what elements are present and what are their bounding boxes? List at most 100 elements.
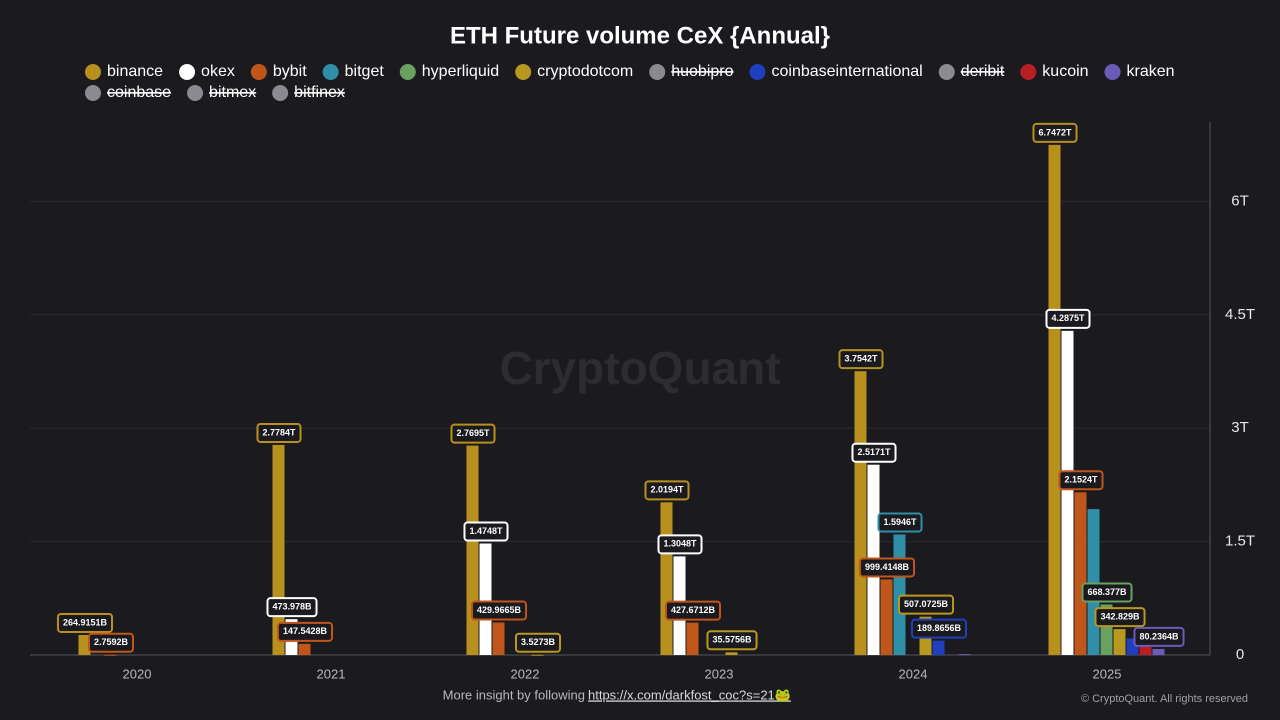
value-label-box	[56, 612, 114, 633]
legend-label: kraken	[1127, 63, 1175, 80]
footer-text: More insight by following	[443, 687, 585, 702]
value-label-text: 264.9151B	[63, 617, 108, 627]
value-label: 668.377B	[1081, 582, 1133, 603]
bar	[932, 640, 945, 655]
value-label: 3.7542T	[838, 349, 884, 370]
value-label: 2.7784T	[256, 422, 302, 443]
legend-label: bybit	[273, 63, 307, 80]
value-label: 342.829B	[1094, 607, 1146, 628]
value-label-text: 3.7542T	[844, 354, 878, 364]
value-label-box	[910, 618, 968, 639]
legend-swatch	[1020, 64, 1037, 80]
value-label-text: 2.7784T	[262, 427, 296, 437]
legend-swatch	[399, 64, 416, 80]
value-label: 3.5273B	[514, 632, 562, 653]
bar	[660, 502, 673, 655]
value-label-text: 668.377B	[1087, 587, 1127, 597]
bar	[880, 579, 893, 655]
value-label-box	[838, 349, 884, 370]
value-label-box	[897, 594, 955, 615]
value-label-box	[514, 632, 562, 653]
bar	[78, 634, 91, 655]
value-label-text: 1.3048T	[663, 539, 697, 549]
value-label-box	[1045, 308, 1091, 329]
bar	[1113, 629, 1126, 655]
y-tick-label: 6T	[1231, 192, 1249, 209]
chart-title: ETH Future volume CeX {Annual}	[450, 22, 830, 49]
value-label-box	[851, 442, 897, 463]
value-label: 2.7592B	[87, 632, 135, 653]
legend-label: hyperliquid	[422, 63, 499, 80]
x-tick-label: 2025	[1093, 666, 1122, 681]
value-label: 1.4748T	[463, 521, 509, 542]
value-label-text: 4.2875T	[1051, 313, 1085, 323]
legend-swatch	[1104, 64, 1121, 80]
value-label-text: 2.7695T	[456, 428, 490, 438]
legend-swatch	[187, 85, 204, 101]
legend-swatch	[938, 64, 955, 80]
y-tick-label: 1.5T	[1225, 533, 1255, 550]
value-label: 6.7472T	[1032, 122, 1078, 143]
x-tick-label: 2023	[705, 666, 734, 681]
footer-link[interactable]: https://x.com/darkfost_coc?s=21🐸	[588, 687, 791, 702]
value-label-text: 473.978B	[272, 602, 312, 612]
value-label-text: 189.8656B	[917, 623, 962, 633]
value-label-text: 429.9665B	[477, 605, 522, 615]
legend-label: okex	[201, 63, 235, 80]
legend-label: bitfinex	[294, 84, 345, 101]
legend-label: coinbaseinternational	[772, 63, 923, 80]
legend-label: bitget	[345, 63, 385, 80]
bar	[479, 543, 492, 655]
legend-swatch	[85, 85, 101, 101]
watermark: CryptoQuant	[499, 342, 780, 394]
value-label-text: 35.5756B	[712, 635, 752, 645]
value-label-text: 2.1524T	[1064, 475, 1098, 485]
value-label: 147.5428B	[276, 621, 334, 642]
value-label-box	[877, 512, 923, 533]
value-label: 427.6712B	[664, 600, 722, 621]
value-label-box	[470, 600, 528, 621]
legend-swatch	[515, 64, 532, 80]
bar	[1074, 492, 1087, 655]
legend-swatch	[179, 64, 196, 80]
value-label-text: 342.829B	[1100, 611, 1140, 621]
bar	[958, 654, 971, 656]
bar	[104, 654, 117, 656]
value-label-box	[1094, 607, 1146, 628]
value-label: 473.978B	[266, 597, 318, 618]
legend-label: huobipro	[671, 63, 733, 80]
value-label-text: 2.5171T	[857, 447, 891, 457]
value-label-box	[256, 422, 302, 443]
value-label: 35.5756B	[706, 630, 758, 651]
legend-swatch	[250, 64, 267, 80]
legend-label: kucoin	[1042, 63, 1088, 80]
value-label-text: 1.4748T	[469, 526, 503, 536]
value-label-box	[858, 557, 916, 578]
y-tick-label: 3T	[1231, 419, 1249, 436]
value-label-box	[450, 423, 496, 444]
value-label-box	[1032, 122, 1078, 143]
value-label-text: 6.7472T	[1038, 127, 1072, 137]
x-tick-label: 2022	[511, 666, 540, 681]
x-tick-label: 2021	[317, 666, 346, 681]
x-tick-label: 2024	[899, 666, 928, 681]
value-label: 2.1524T	[1058, 470, 1104, 491]
legend-label: binance	[107, 63, 163, 80]
value-label-box	[664, 600, 722, 621]
value-label-box	[276, 621, 334, 642]
legend-swatch	[85, 64, 101, 80]
legend-swatch	[649, 64, 666, 80]
bar	[492, 622, 505, 655]
legend-label: deribit	[961, 63, 1005, 80]
value-label: 2.0194T	[644, 480, 690, 501]
legend-swatch	[749, 64, 766, 80]
bar	[531, 654, 544, 656]
value-label-text: 80.2364B	[1139, 631, 1179, 641]
x-tick-label: 2020	[123, 666, 152, 681]
value-label: 2.7695T	[450, 423, 496, 444]
value-label-box	[266, 597, 318, 618]
value-label-text: 3.5273B	[521, 637, 556, 647]
bar	[1087, 509, 1100, 655]
value-label-box	[1058, 470, 1104, 491]
